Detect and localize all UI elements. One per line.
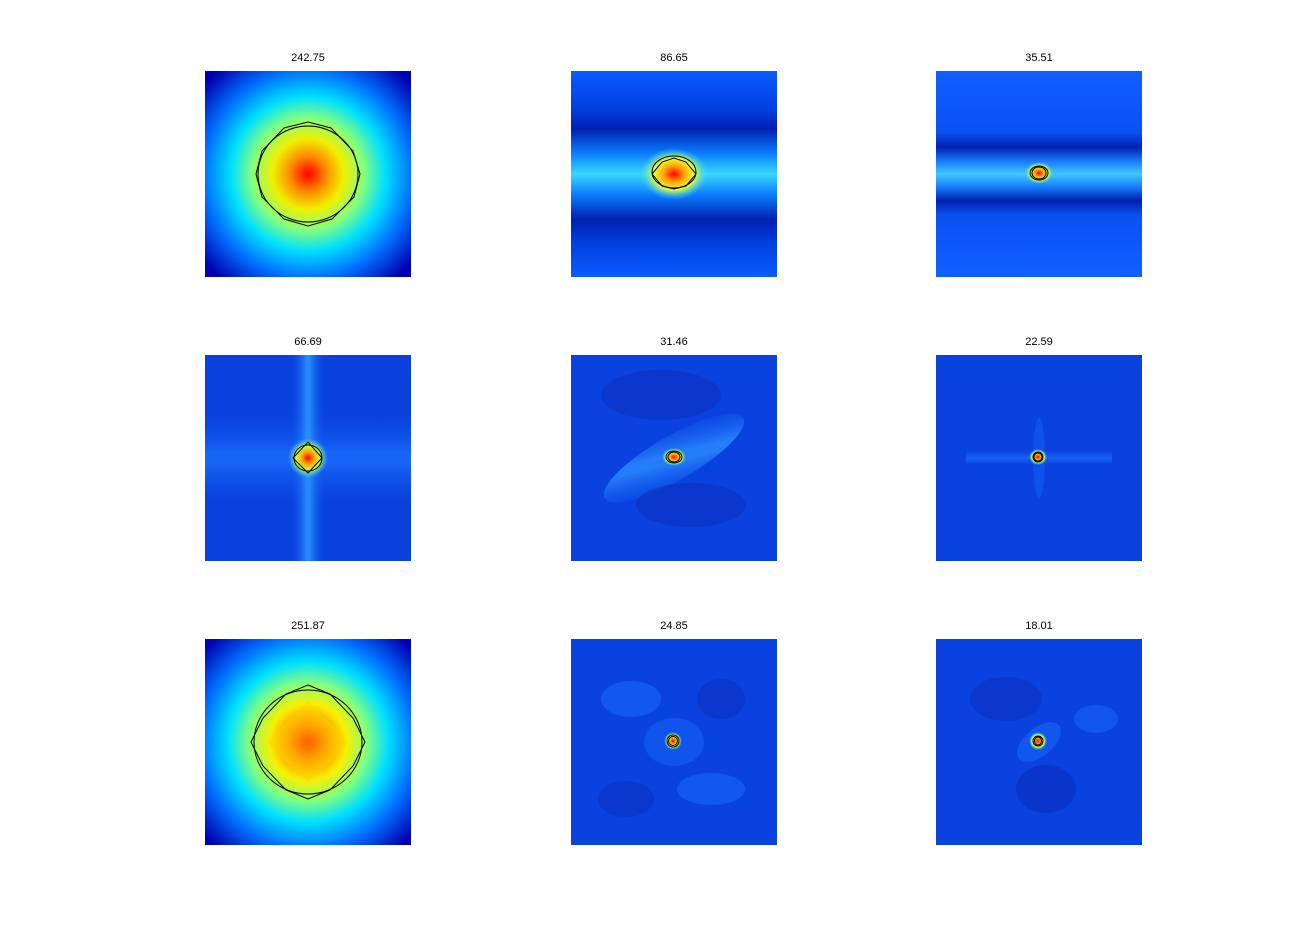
panel-title: 24.85 xyxy=(660,620,688,632)
heatmap-field xyxy=(205,639,411,845)
heatmap-panel-1: 242.75 xyxy=(205,52,411,277)
heatmap-plot xyxy=(571,355,777,561)
heatmap-plot xyxy=(936,639,1142,845)
heatmap-plot xyxy=(571,639,777,845)
heatmap-plot xyxy=(205,355,411,561)
panel-title: 86.65 xyxy=(660,52,688,64)
panel-title: 242.75 xyxy=(291,52,325,64)
contour-line xyxy=(253,689,363,795)
contour-line xyxy=(651,157,697,190)
contour-line xyxy=(1029,165,1049,181)
contour-line xyxy=(665,450,683,464)
heatmap-panel-5: 31.46 xyxy=(571,336,777,561)
contour-line xyxy=(1034,736,1042,746)
heatmap-field xyxy=(205,71,411,277)
heatmap-plot xyxy=(205,639,411,845)
panel-title: 35.51 xyxy=(1025,52,1053,64)
heatmap-panel-3: 35.51 xyxy=(936,52,1142,277)
heatmap-plot xyxy=(936,355,1142,561)
panel-title: 251.87 xyxy=(291,620,325,632)
panel-title: 66.69 xyxy=(294,336,322,348)
panel-title: 31.46 xyxy=(660,336,688,348)
contour-line xyxy=(666,734,680,748)
panel-title: 18.01 xyxy=(1025,620,1053,632)
contour-line xyxy=(255,121,361,227)
panel-title: 22.59 xyxy=(1025,336,1053,348)
heatmap-panel-4: 66.69 xyxy=(205,336,411,561)
contour-line xyxy=(1033,452,1043,462)
contour-line xyxy=(1031,166,1047,180)
heatmap-plot xyxy=(571,71,777,277)
heatmap-panel-9: 18.01 xyxy=(936,620,1142,845)
contour-line xyxy=(1032,451,1044,463)
contour-line xyxy=(293,444,323,472)
heatmap-panel-2: 86.65 xyxy=(571,52,777,277)
heatmap-panel-8: 24.85 xyxy=(571,620,777,845)
contour-line xyxy=(667,451,681,463)
heatmap-plot xyxy=(936,71,1142,277)
heatmap-panel-6: 22.59 xyxy=(936,336,1142,561)
heatmap-panel-7: 251.87 xyxy=(205,620,411,845)
contour-line xyxy=(651,155,697,189)
contour-line xyxy=(257,125,359,223)
heatmap-plot xyxy=(205,71,411,277)
contour-line xyxy=(668,736,678,746)
contour-line xyxy=(1032,735,1044,747)
contour-line xyxy=(292,441,323,474)
contour-line xyxy=(250,684,366,800)
